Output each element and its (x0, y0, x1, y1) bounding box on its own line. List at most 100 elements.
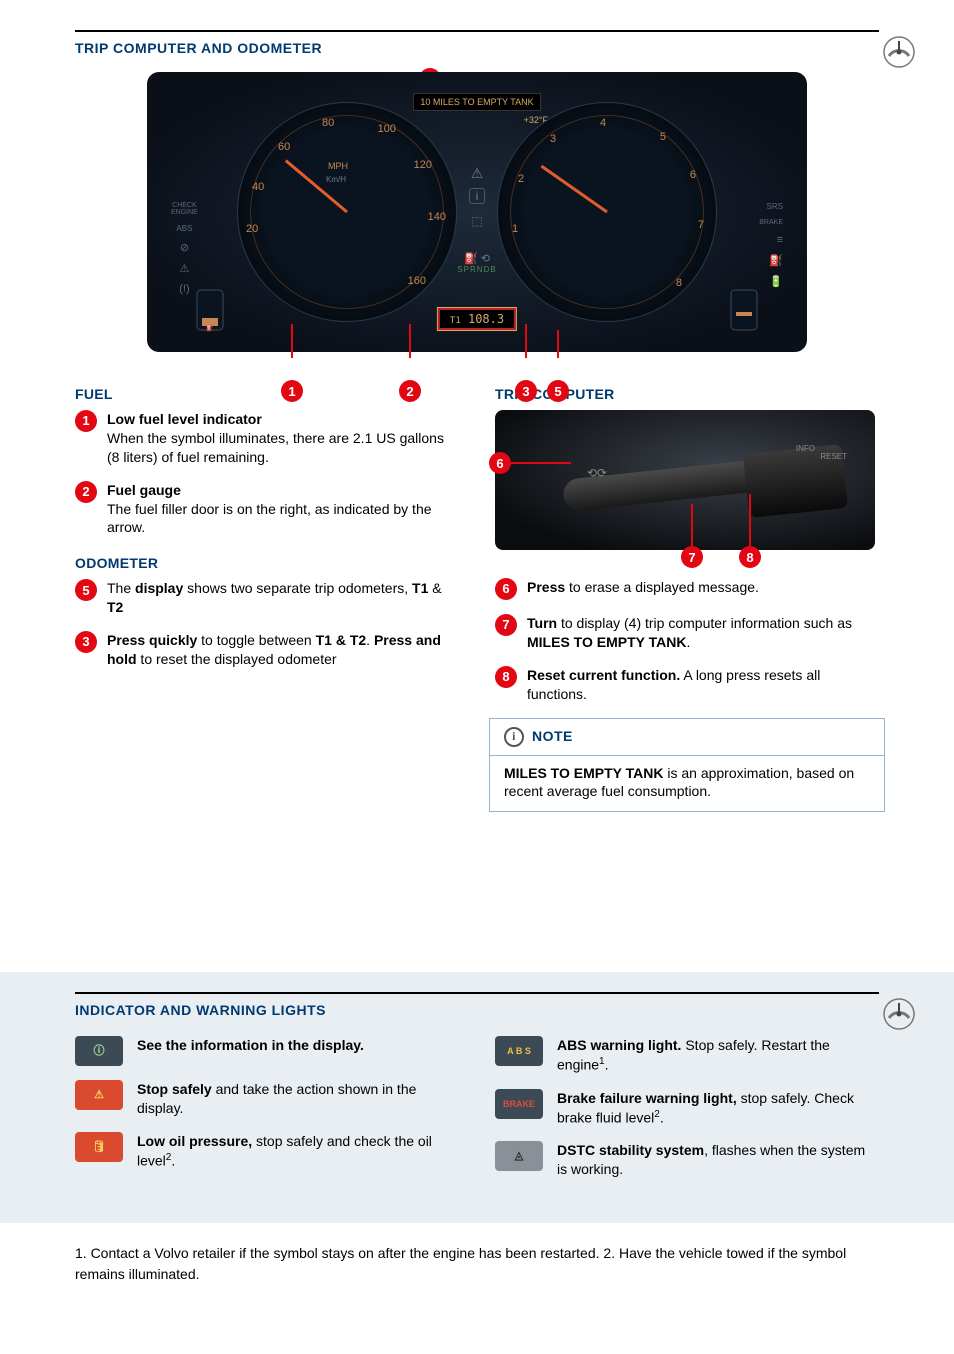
warn-col-left: ⓘ See the information in the display. ⚠ Sto… (75, 1036, 459, 1193)
section-trip-computer: TRIP COMPUTER AND ODOMETER 4 10 MILES TO… (0, 0, 954, 852)
item1-body: When the symbol illuminates, there are 2… (107, 430, 444, 465)
note-box: i NOTE MILES TO EMPTY TANK is an approxi… (489, 718, 885, 813)
tach-tick: 5 (660, 131, 666, 143)
dashboard-image-wrap: 4 10 MILES TO EMPTY TANK +32°F ⚠ i ⬚ ⛽ ⟲… (75, 72, 879, 352)
leader-2 (409, 324, 411, 358)
callout-5: 5 (547, 380, 569, 402)
speedometer: 20 40 60 80 100 120 140 160 MPH Km/H (237, 102, 457, 322)
callout-2: 2 (399, 380, 421, 402)
badge-6: 6 (495, 578, 517, 600)
speed-tick: 120 (414, 159, 432, 171)
tach-tick: 6 (690, 169, 696, 181)
speed-tick: 20 (246, 223, 258, 235)
warning-icon: 🛢 (75, 1132, 123, 1162)
content-columns: FUEL 1 Low fuel level indicator When the… (75, 386, 879, 812)
left-column: FUEL 1 Low fuel level indicator When the… (75, 386, 459, 812)
gauge-icon (879, 994, 919, 1034)
leader-8 (749, 494, 751, 548)
entry-7: 7 Turn to display (4) trip computer info… (495, 614, 879, 652)
warning-icon: ⓘ (75, 1036, 123, 1066)
fuel-gauge: ⛽ (193, 286, 227, 334)
callout-7: 7 (681, 546, 703, 568)
note-header: i NOTE (490, 719, 884, 756)
section1-title: TRIP COMPUTER AND ODOMETER (75, 40, 322, 56)
entry-1-text: Low fuel level indicator When the symbol… (107, 410, 459, 467)
callout-1: 1 (281, 380, 303, 402)
warning-text: DSTC stability system, flashes when the … (557, 1141, 879, 1179)
warning-icon: A B S (495, 1036, 543, 1066)
callout-3: 3 (515, 380, 537, 402)
entry-1: 1 Low fuel level indicator When the symb… (75, 410, 459, 467)
section2-title: INDICATOR AND WARNING LIGHTS (75, 1002, 326, 1018)
entry-6: 6 Press to erase a displayed message. (495, 578, 879, 600)
leader-3 (525, 324, 527, 358)
section2-header: INDICATOR AND WARNING LIGHTS (75, 992, 879, 1018)
speed-tick: 40 (252, 181, 264, 193)
kmh-label: Km/H (326, 175, 346, 184)
warning-text: ABS warning light. Stop safely. Restart … (557, 1036, 879, 1074)
leader-7 (691, 504, 693, 548)
badge-2: 2 (75, 481, 97, 503)
warning-icon: ⚠ (75, 1080, 123, 1110)
footnote-text: 1. Contact a Volvo retailer if the symbo… (75, 1245, 846, 1282)
odometer-value: 108.3 (468, 312, 504, 326)
warning-text: Brake failure warning light, stop safely… (557, 1089, 879, 1127)
item2-title: Fuel gauge (107, 482, 181, 498)
entry-2-text: Fuel gauge The fuel filler door is on th… (107, 481, 459, 538)
badge-1: 1 (75, 410, 97, 432)
info-icon: i (504, 727, 524, 747)
speed-tick: 140 (428, 211, 446, 223)
warning-icon: BRAKE (495, 1089, 543, 1119)
tachometer: 1 2 3 4 5 6 7 8 (497, 102, 717, 322)
stalk-reset-label: RESET (820, 452, 847, 461)
warning-row: ◬DSTC stability system, flashes when the… (495, 1141, 879, 1179)
speed-tick: 160 (408, 275, 426, 287)
section1-header: TRIP COMPUTER AND ODOMETER (75, 30, 879, 56)
footnotes: 1. Contact a Volvo retailer if the symbo… (0, 1223, 954, 1325)
left-warning-icons: CHECKENGINE ABS ⊘ ⚠ (!) (171, 202, 198, 295)
odometer-display: T1 108.3 (438, 308, 516, 330)
warning-row: BRAKE Brake failure warning light, stop s… (495, 1089, 879, 1127)
stalk-image-wrap: INFO RESET ⟲⟳ 6 7 8 (495, 410, 879, 550)
tach-tick: 2 (518, 173, 524, 185)
speed-tick: 80 (322, 117, 334, 129)
leader-1 (291, 324, 293, 358)
badge-3: 3 (75, 631, 97, 653)
warning-row: 🛢Low oil pressure, stop safely and check… (75, 1132, 459, 1170)
section-indicator-lights: INDICATOR AND WARNING LIGHTS ⓘ See the in… (0, 972, 954, 1223)
temp-gauge (727, 286, 761, 334)
speed-tick: 100 (378, 123, 396, 135)
badge-5: 5 (75, 579, 97, 601)
speed-tick: 60 (278, 141, 290, 153)
tach-tick: 4 (600, 117, 606, 129)
tach-tick: 1 (512, 223, 518, 235)
warning-text: Stop safely and take the action shown in… (137, 1080, 459, 1118)
entry-8: 8 Reset current function. A long press r… (495, 666, 879, 704)
center-info-icon: i (469, 188, 485, 204)
warning-row: ⚠ Stop safely and take the action shown i… (75, 1080, 459, 1118)
right-warning-icons: SRS BRAKE ≡ ⛽ 🔋 (759, 202, 783, 288)
miles-to-empty-display: 10 MILES TO EMPTY TANK (413, 93, 540, 111)
note-bold: MILES TO EMPTY TANK (504, 765, 663, 781)
leader-6 (511, 462, 571, 464)
item1-title: Low fuel level indicator (107, 411, 262, 427)
temp-display: +32°F (402, 115, 552, 125)
warning-text: See the information in the display. (137, 1036, 364, 1055)
callout-6: 6 (489, 452, 511, 474)
tach-tick: 3 (550, 133, 556, 145)
right-column: TRIP COMPUTER INFO RESET ⟲⟳ 6 7 8 6 (495, 386, 879, 812)
badge-7: 7 (495, 614, 517, 636)
item2-body: The fuel filler door is on the right, as… (107, 501, 432, 536)
stalk-info-label: INFO (796, 444, 815, 453)
svg-text:⛽: ⛽ (206, 324, 214, 332)
tach-tick: 8 (676, 277, 682, 289)
dashboard-image: 10 MILES TO EMPTY TANK +32°F ⚠ i ⬚ ⛽ ⟲ S… (147, 72, 807, 352)
warn-col-right: A B S ABS warning light. Stop safely. Res… (495, 1036, 879, 1193)
entry-3: 3 Press quickly to toggle between T1 & T… (75, 631, 459, 669)
entry-7-text: Turn to display (4) trip computer inform… (527, 614, 879, 652)
warning-row: ⓘ See the information in the display. (75, 1036, 459, 1066)
entry-2: 2 Fuel gauge The fuel filler door is on … (75, 481, 459, 538)
leader-5 (557, 330, 559, 358)
gauge-icon (879, 32, 919, 72)
stalk-image: INFO RESET ⟲⟳ (495, 410, 875, 550)
